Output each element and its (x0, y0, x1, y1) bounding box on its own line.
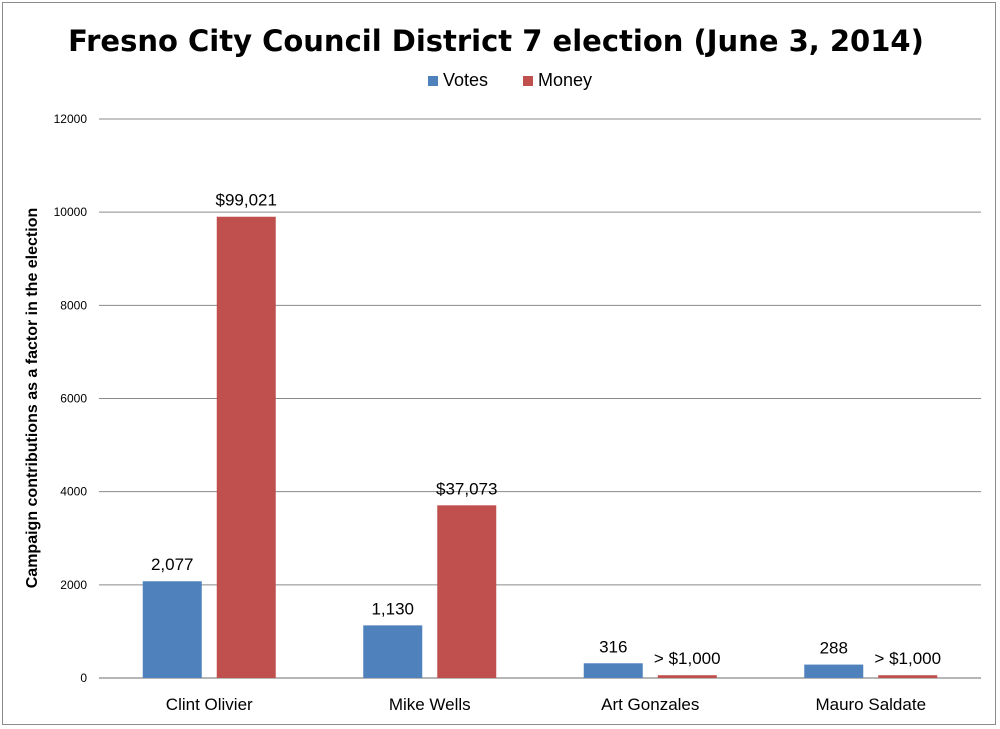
y-tick-label: 0 (80, 671, 87, 685)
legend-label-money: Money (538, 70, 592, 90)
data-label: 316 (599, 637, 627, 656)
x-tick-label: Mauro Saldate (815, 695, 926, 714)
x-tick-label: Clint Olivier (166, 695, 253, 714)
bar-money-mauro-saldate (878, 675, 938, 678)
chart-title: Fresno City Council District 7 election … (68, 24, 924, 58)
data-label: 1,130 (371, 599, 414, 618)
data-label: 2,077 (151, 555, 194, 574)
bar-votes-clint-olivier (142, 581, 202, 678)
legend-label-votes: Votes (443, 70, 488, 90)
bar-votes-mike-wells (363, 625, 423, 678)
legend: Votes Money (428, 70, 592, 90)
x-axis-categories: Clint Olivier Mike Wells Art Gonzales Mauro… (166, 695, 926, 714)
legend-swatch-votes (428, 76, 438, 86)
legend-swatch-money (523, 76, 533, 86)
bar-money-mike-wells (437, 505, 497, 678)
y-tick-label: 4000 (60, 485, 87, 499)
bar-money-clint-olivier (216, 216, 276, 679)
y-tick-label: 8000 (60, 298, 87, 312)
bar-money-art-gonzales (657, 675, 717, 678)
data-labels: 2,077 $99,021 1,130 $37,073 316 > $1,000 288 > … (151, 191, 941, 668)
bar-votes-art-gonzales (583, 663, 643, 678)
y-tick-label: 12000 (54, 112, 88, 126)
data-label: $37,073 (436, 479, 497, 498)
data-label: > $1,000 (654, 649, 721, 668)
data-label: > $1,000 (874, 649, 941, 668)
y-axis-label: Campaign contributions as a factor in th… (24, 208, 41, 589)
data-label: 288 (820, 639, 848, 658)
bar-chart: Fresno City Council District 7 election … (24, 24, 981, 714)
x-tick-label: Art Gonzales (601, 695, 699, 714)
y-axis-ticks: 0 2000 4000 6000 8000 10000 12000 (54, 112, 88, 685)
data-label: $99,021 (216, 191, 277, 210)
x-tick-label: Mike Wells (389, 695, 471, 714)
y-tick-label: 2000 (60, 578, 87, 592)
bars (142, 216, 938, 679)
y-tick-label: 10000 (54, 205, 88, 219)
bar-votes-mauro-saldate (804, 664, 864, 678)
y-tick-label: 6000 (60, 392, 87, 406)
